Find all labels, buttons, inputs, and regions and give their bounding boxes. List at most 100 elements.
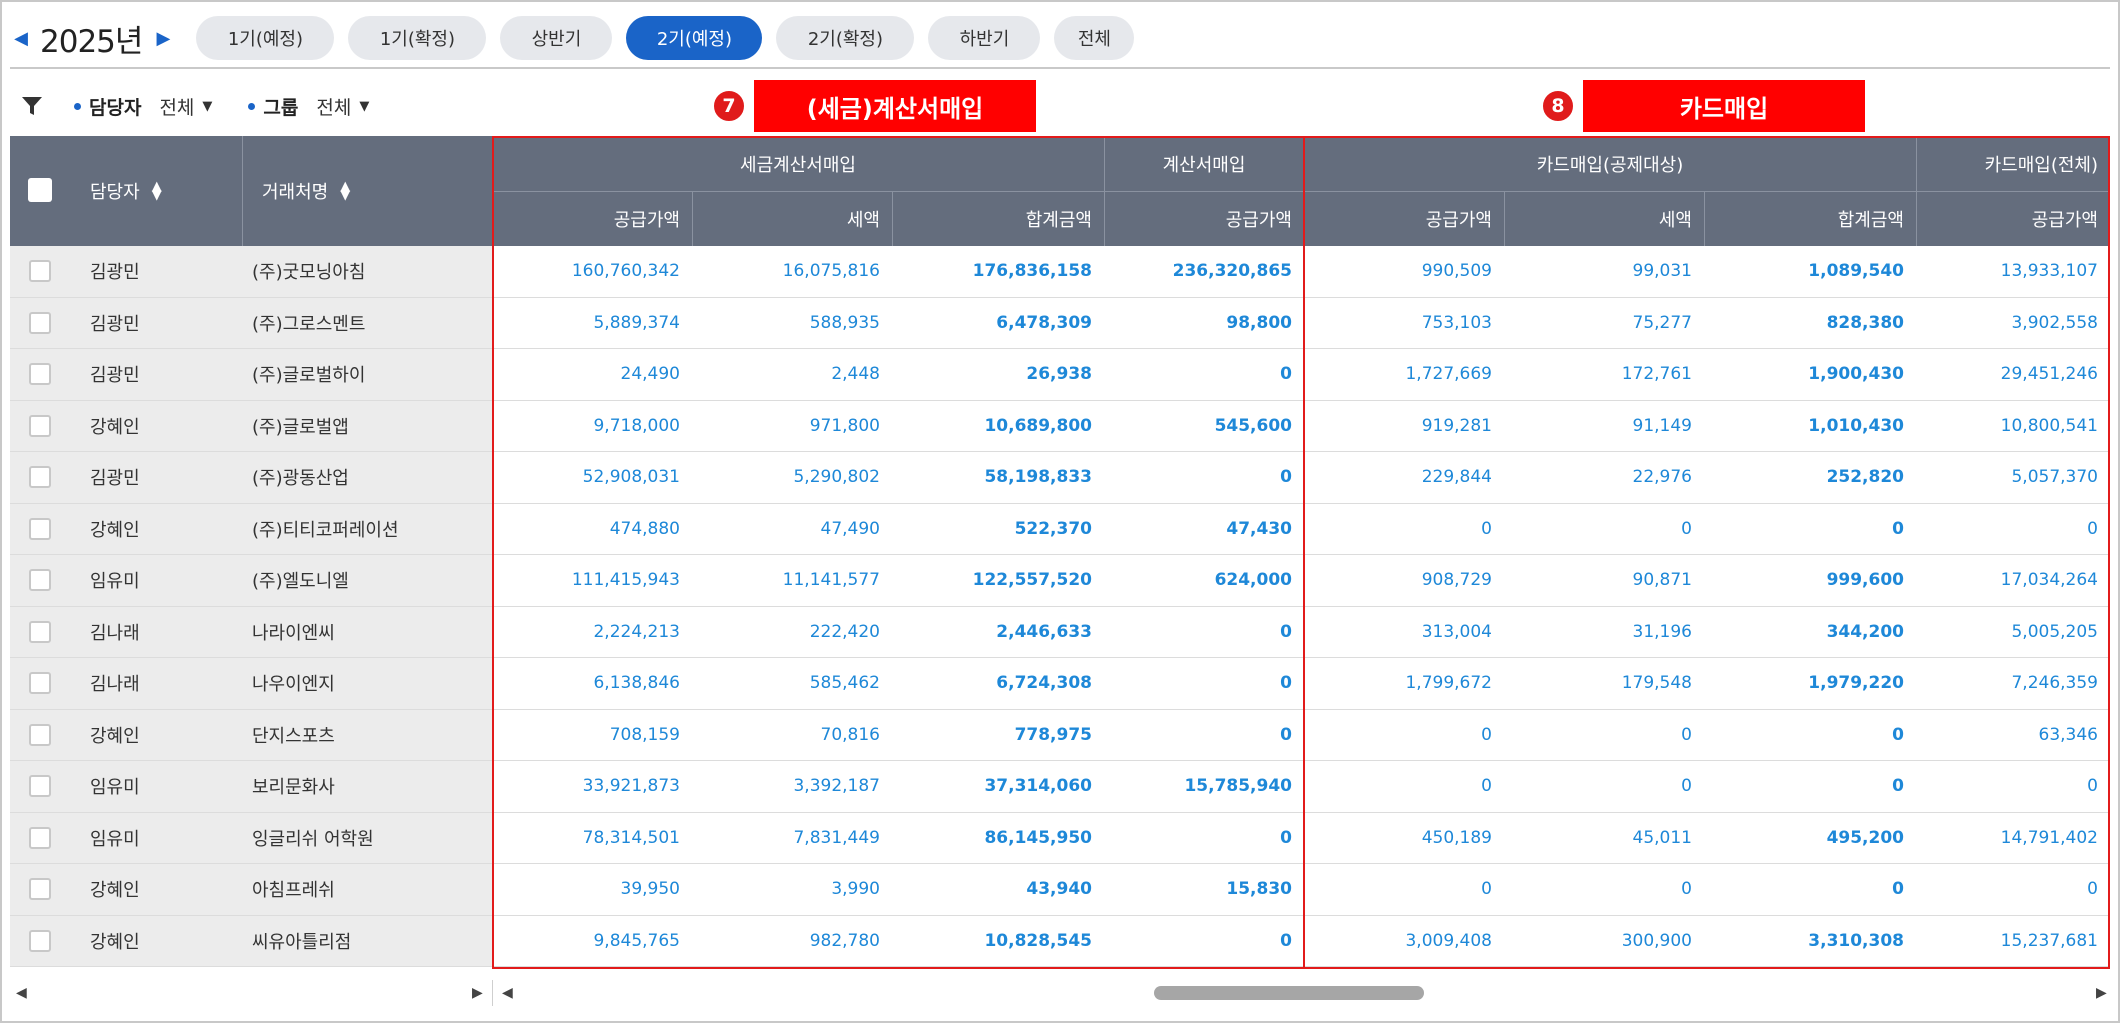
table-row[interactable]: 강혜인 씨유아틀리점 9,845,765 982,780 10,828,545 0 3,00… [10,915,2110,967]
row-checkbox[interactable] [29,311,51,334]
amount-cell: 0 [1280,724,1292,745]
amount-cell: 0 [1481,879,1492,900]
row-checkbox[interactable] [29,517,51,540]
table-row[interactable]: 김광민 (주)그로스멘트 5,889,374 588,935 6,478,309 98,8… [10,297,2110,349]
caret-left-icon[interactable]: ◀ [14,27,28,49]
amount-cell: 7,831,449 [793,827,880,848]
row-checkbox[interactable] [29,775,51,797]
amount-cell: 753,103 [1421,312,1492,333]
column-header-manager[interactable]: 담당자 ▲ ▼ [90,136,162,246]
divider [1704,191,1705,246]
table-row[interactable]: 김나래 나라이엔씨 2,224,213 222,420 2,446,633 0 313,00… [10,606,2110,658]
scroll-right-icon[interactable]: ▶ [472,985,483,1001]
table-row[interactable]: 강혜인 (주)티티코퍼레이션 474,880 47,490 522,370 47,430 0… [10,503,2110,555]
row-checkbox[interactable] [29,569,51,591]
table-row[interactable]: 강혜인 (주)글로벌앱 9,718,000 971,800 10,689,800 545,… [10,400,2110,452]
period-tab[interactable]: 1기(예정) [196,16,335,60]
amount-cell: 1,900,430 [1808,364,1904,385]
row-checkbox[interactable] [29,723,51,746]
divider [692,191,693,246]
amount-cell: 5,290,802 [793,467,880,488]
select-all-checkbox[interactable] [28,178,52,202]
amount-cell: 1,727,669 [1405,364,1492,385]
amount-cell: 26,938 [1026,364,1092,385]
manager-cell: 임유미 [90,828,140,850]
amount-cell: 0 [1280,467,1292,488]
row-checkbox[interactable] [29,260,51,282]
amount-cell: 982,780 [809,930,880,951]
client-cell: (주)티티코퍼레이션 [252,519,399,541]
table-row[interactable]: 임유미 (주)엘도니엘 111,415,943 11,141,577 122,557,5… [10,555,2110,607]
amount-cell: 14,791,402 [2000,827,2098,848]
amount-cell: 39,950 [620,879,680,900]
column-header-total: 합계금액 [1025,209,1092,231]
row-checkbox[interactable] [29,363,51,385]
client-cell: 보리문화사 [252,777,335,799]
amount-cell: 0 [1481,518,1492,539]
amount-cell: 252,820 [1826,467,1904,488]
amount-cell: 0 [1681,518,1692,539]
amount-cell: 6,138,846 [593,673,680,694]
amount-cell: 450,189 [1421,827,1492,848]
table-row[interactable]: 김광민 (주)광동산업 52,908,031 5,290,802 58,198,833 0… [10,452,2110,504]
amount-cell: 122,557,520 [972,570,1092,591]
amount-cell: 6,724,308 [996,673,1092,694]
horizontal-scrollbar[interactable]: ◀ ▶ ◀ ▶ [10,980,2110,1010]
amount-cell: 10,689,800 [984,415,1092,436]
table-row[interactable]: 임유미 잉글리쉬 어학원 78,314,501 7,831,449 86,145,950… [10,812,2110,864]
divider [10,67,2110,69]
period-tab[interactable]: 2기(확정) [776,16,915,60]
period-tab[interactable]: 하반기 [928,16,1041,60]
row-fixed-area [10,709,492,760]
period-tab[interactable]: 전체 [1054,16,1135,60]
period-tab[interactable]: 상반기 [500,16,613,60]
table-row[interactable]: 김광민 (주)굿모닝아침 160,760,342 16,075,816 176,836,… [10,246,2110,298]
period-tab[interactable]: 1기(확정) [348,16,487,60]
row-checkbox[interactable] [29,620,51,643]
table-row[interactable]: 강혜인 단지스포츠 708,159 70,816 778,975 0 0 0 0 63,346 [10,709,2110,761]
chevron-down-icon: ▼ [202,98,213,114]
manager-cell: 강혜인 [90,519,140,541]
manager-filter[interactable]: 담당자 전체 ▼ [74,93,248,120]
callout-number: 8 [1541,89,1575,123]
amount-cell: 0 [1280,673,1292,694]
row-fixed-area [10,452,492,503]
scrollbar-thumb[interactable] [1154,986,1424,1000]
column-header-client[interactable]: 거래처명 ▲ ▼ [262,136,350,246]
period-bar: ◀ 2025년 ▶ 1기(예정) 1기(확정) 상반기 2기(예정) 2기(확정) 하반기… [10,14,2110,62]
client-cell: (주)글로벌앱 [252,416,349,438]
amount-cell: 3,310,308 [1808,930,1904,951]
amount-cell: 2,224,213 [593,621,680,642]
row-checkbox[interactable] [29,826,51,849]
client-cell: 아침프레쉬 [252,880,335,902]
manager-cell: 강혜인 [90,880,140,902]
row-checkbox[interactable] [29,672,51,694]
row-checkbox[interactable] [29,878,51,900]
manager-cell: 김광민 [90,468,140,490]
amount-cell: 58,198,833 [984,467,1092,488]
scroll-left-icon[interactable]: ◀ [502,985,513,1001]
table-row[interactable]: 김광민 (주)글로벌하이 24,490 2,448 26,938 0 1,727,669 17… [10,349,2110,401]
amount-cell: 778,975 [1014,724,1092,745]
amount-cell: 91,149 [1632,415,1692,436]
column-header-supply: 공급가액 [2031,209,2098,231]
row-checkbox[interactable] [29,929,51,952]
group-header-invoice: 계산서매입 [1162,154,1246,176]
caret-right-icon[interactable]: ▶ [156,27,171,49]
group-filter[interactable]: 그룹 전체 ▼ [248,93,405,120]
divider [1104,136,1105,246]
column-header-tax: 세액 [846,209,880,231]
table-row[interactable]: 강혜인 아침프레쉬 39,950 3,990 43,940 15,830 0 0 0 0 [10,864,2110,916]
scroll-left-icon[interactable]: ◀ [16,985,27,1001]
row-checkbox[interactable] [29,466,51,488]
callout-number: 7 [712,89,746,123]
period-tab[interactable]: 2기(예정) [626,16,763,60]
amount-cell: 0 [1481,776,1492,797]
table-row[interactable]: 김나래 나우이엔지 6,138,846 585,462 6,724,308 0 1,799,… [10,658,2110,710]
filter-icon[interactable] [20,94,44,118]
scroll-right-icon[interactable]: ▶ [2096,985,2107,1001]
group-header-card-total: 카드매입(전체) [1984,154,2098,176]
row-checkbox[interactable] [29,414,51,437]
table-row[interactable]: 임유미 보리문화사 33,921,873 3,392,187 37,314,060 15,… [10,761,2110,813]
column-header-label: 담당자 [90,182,140,203]
